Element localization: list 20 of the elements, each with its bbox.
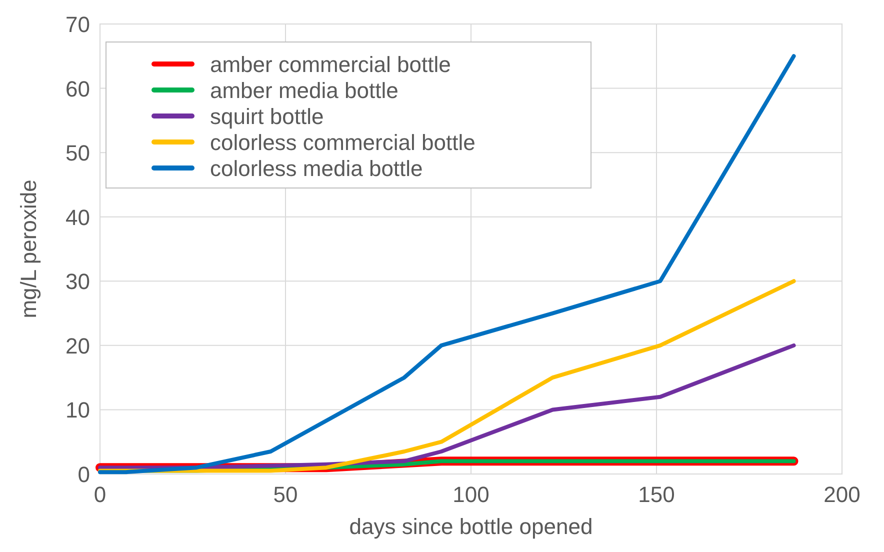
y-tick-label: 30	[66, 269, 90, 294]
y-tick-label: 0	[78, 462, 90, 487]
y-tick-label: 60	[66, 76, 90, 102]
x-axis-title: days since bottle opened	[349, 514, 593, 539]
x-tick-label: 200	[824, 482, 860, 507]
legend-label: squirt bottle	[210, 104, 324, 129]
y-tick-label: 10	[66, 398, 90, 423]
x-tick-label: 0	[94, 482, 106, 507]
legend-label: amber commercial bottle	[210, 52, 451, 77]
y-tick-label: 70	[66, 12, 90, 37]
legend-label: colorless media bottle	[210, 156, 423, 181]
y-tick-label: 20	[66, 333, 90, 358]
legend-label: amber media bottle	[210, 78, 398, 103]
legend-label: colorless commercial bottle	[210, 130, 476, 155]
x-tick-label: 50	[273, 482, 298, 507]
y-tick-label: 50	[66, 140, 90, 166]
y-tick-label: 40	[66, 204, 90, 230]
x-tick-label: 150	[638, 482, 675, 507]
x-tick-label: 100	[452, 482, 490, 507]
y-axis-title: mg/L peroxide	[16, 180, 41, 318]
